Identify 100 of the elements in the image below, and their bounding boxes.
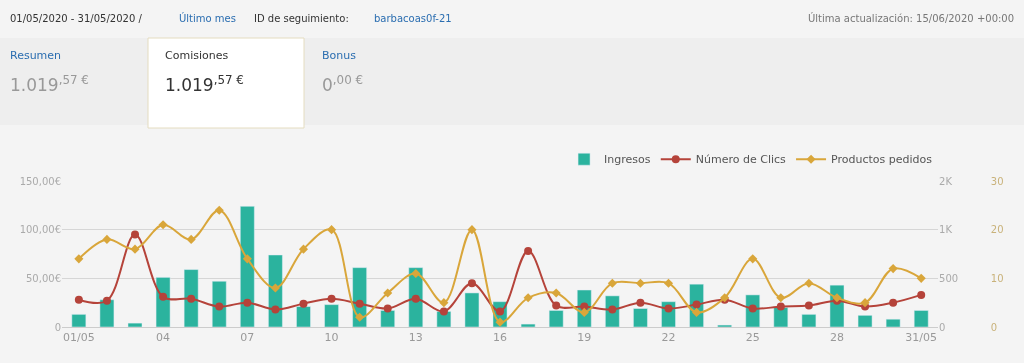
legend-label: Productos pedidos: [831, 153, 933, 167]
point: [439, 298, 449, 308]
point: [551, 288, 561, 298]
y3-tick-label: 20: [990, 224, 1004, 236]
x-tick-label: 01/05: [63, 331, 95, 345]
point: [411, 268, 421, 279]
point: [523, 293, 533, 303]
y2-tick-label: 0: [939, 321, 946, 333]
x-tick-label: 25: [745, 331, 760, 345]
bar: [913, 310, 929, 327]
x-tick-label: 07: [240, 331, 255, 345]
point: [186, 234, 196, 244]
text: Última actualización: 15/06/2020 +00:00: [808, 12, 1015, 24]
y3-tick-label: 10: [990, 272, 1004, 284]
point: [636, 298, 645, 307]
text: Último mes: [179, 12, 236, 24]
point: [271, 305, 280, 314]
point: [804, 278, 814, 288]
text: Resumen: [10, 49, 62, 62]
bar: [548, 310, 564, 327]
y2-tick-label: 1K: [939, 224, 953, 236]
point: [102, 296, 111, 305]
point: [467, 225, 477, 235]
point: [776, 302, 785, 311]
point: [888, 264, 898, 274]
point: [552, 301, 561, 310]
point: [102, 234, 112, 244]
point: [383, 288, 393, 298]
point: [299, 299, 308, 308]
y-tick-label: 100,00€: [19, 224, 61, 236]
point: [355, 299, 364, 308]
bar: [464, 292, 480, 327]
point: [917, 290, 926, 299]
point: [74, 295, 83, 304]
bar: [857, 315, 873, 327]
y2-tick-label: 2K: [939, 175, 953, 187]
point: [158, 220, 168, 230]
y-tick-label: 150,00€: [19, 175, 61, 187]
point: [524, 247, 533, 256]
point: [214, 205, 224, 215]
point: [635, 278, 645, 288]
point: [889, 298, 898, 307]
bar: [240, 206, 255, 327]
point: [130, 244, 140, 254]
point: [664, 304, 673, 313]
point: [663, 278, 674, 288]
point: [270, 283, 280, 293]
bar: [520, 323, 536, 327]
x-tick-label: 22: [661, 331, 676, 345]
text: 01/05/2020 - 31/05/2020 /: [10, 13, 143, 24]
point: [243, 298, 252, 307]
bar: [211, 281, 227, 327]
x-tick-label: 04: [156, 331, 171, 345]
bar: [380, 310, 395, 327]
point: [916, 273, 926, 283]
point: [298, 244, 309, 254]
point: [215, 302, 224, 311]
legend-label: Número de Clics: [695, 153, 787, 167]
point: [776, 293, 786, 303]
x-tick-label: 10: [324, 331, 339, 345]
x-tick-label: 16: [493, 331, 508, 345]
point: [74, 254, 84, 264]
x-tick-label: 13: [408, 331, 423, 345]
text: barbacoas0f-21: [374, 13, 452, 24]
y-tick-label: 50,00€: [26, 272, 61, 284]
point: [327, 294, 336, 303]
bar: [324, 304, 339, 327]
point: [860, 298, 870, 308]
text: 1.019$^{,57 €}$: [165, 73, 244, 96]
x-tick-label: 31/05: [905, 331, 938, 345]
point: [495, 317, 505, 327]
text: 0$^{,00 €}$: [322, 73, 364, 96]
point: [692, 300, 701, 309]
point: [187, 294, 196, 303]
y3-tick-label: 30: [990, 175, 1004, 187]
bar: [127, 322, 143, 327]
text: Comisiones: [165, 49, 229, 62]
x-tick-label: 28: [829, 331, 844, 345]
y-tick-label: 0: [54, 321, 61, 333]
bar: [183, 269, 199, 327]
point: [804, 301, 813, 310]
bar: [885, 318, 901, 327]
bar: [633, 308, 648, 327]
text: ID de seguimiento:: [254, 13, 349, 24]
x-tick-label: 19: [577, 331, 592, 345]
point: [467, 279, 476, 288]
bar: [773, 307, 789, 327]
point: [692, 307, 702, 317]
point: [159, 292, 168, 301]
point: [748, 254, 758, 264]
bar: [801, 314, 817, 327]
y2-tick-label: 500: [939, 272, 959, 284]
point: [242, 254, 252, 264]
bar: [296, 306, 311, 327]
bar: [71, 314, 87, 327]
legend-label: Ingresos: [604, 153, 651, 167]
point: [355, 312, 365, 322]
text: Bonus: [322, 49, 357, 62]
point: [439, 307, 448, 316]
point: [607, 278, 617, 288]
